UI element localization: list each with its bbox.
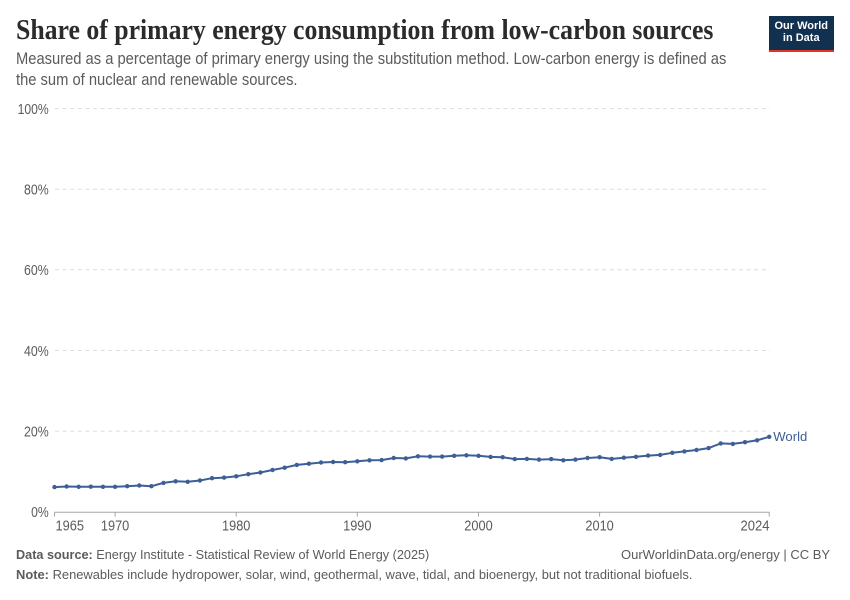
svg-text:0%: 0% xyxy=(31,505,49,521)
svg-text:80%: 80% xyxy=(24,183,49,199)
svg-text:2000: 2000 xyxy=(464,519,492,535)
svg-text:1980: 1980 xyxy=(222,519,250,535)
svg-text:40%: 40% xyxy=(24,344,49,360)
svg-text:1990: 1990 xyxy=(343,519,371,535)
svg-text:2010: 2010 xyxy=(585,519,613,535)
svg-text:100%: 100% xyxy=(18,102,49,118)
svg-text:1965: 1965 xyxy=(56,519,85,535)
svg-text:1970: 1970 xyxy=(101,519,129,535)
svg-text:2024: 2024 xyxy=(741,519,770,535)
svg-text:60%: 60% xyxy=(24,263,49,279)
svg-text:World: World xyxy=(773,429,807,444)
svg-text:20%: 20% xyxy=(24,425,49,441)
